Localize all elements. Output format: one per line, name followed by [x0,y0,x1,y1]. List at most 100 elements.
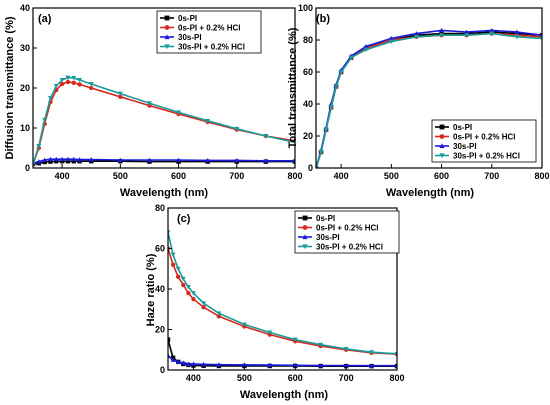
panel-b-label: (b) [316,13,330,25]
panel-b-series-2-point [514,29,520,34]
panel-b-series-3-point [414,34,419,40]
panel-a-series-3-line [33,76,295,165]
panel-b-series-2-point [539,32,542,38]
panel-a-ytick-label: 30 [20,43,30,53]
panel-c-series-2-point [175,359,181,364]
panel-a-series-2-point [176,157,181,162]
panel-a-series-3-point [88,82,94,87]
panel-c: (c) Wavelength (nm) Haze ratio (%) 400 50… [145,203,405,401]
panel-b-xtick-label: 400 [334,171,349,181]
panel-a-legend-label-0: 0s-PI [178,14,197,23]
panel-c-series-1-point [201,305,206,310]
panel-c-legend-marker-2 [302,234,308,240]
panel-a-series-2-point [59,156,65,162]
panel-a-series-3-point [147,101,152,106]
panel-a-series-2-point [147,157,152,162]
panel-a-xtick-label: 400 [55,171,70,181]
panel-b-legend-marker-1 [439,134,445,139]
panel-a-xtick-label: 700 [229,171,244,181]
panel-b: (b) Wavelength (nm) Total transmittance … [287,3,550,199]
panel-b-ytick-label: 20 [303,131,313,141]
panel-a-series-3-point [33,162,36,167]
panel-b-ytick-label: 0 [308,163,313,173]
panel-b-ylabel: Total transmittance (%) [287,27,299,148]
panel-b-legend-marker-3 [439,153,445,159]
panel-b-series-3-point [328,105,334,110]
panel-b-series-2-point [464,29,470,34]
panel-c-series-2-point [180,360,186,365]
panel-c-xtick-label: 500 [237,373,252,383]
panel-a-series-0-point [71,159,76,164]
panel-c-series-2-point [185,361,191,366]
panel-c-ytick-label: 40 [155,284,165,294]
panel-a-legend-label-1: 0s-PI + 0.2% HCl [178,24,240,33]
panel-c-series-2-point [241,362,247,367]
panel-b-legend-label-3: 30s-PI + 0.2% HCl [453,152,520,161]
panel-b-series-3-point [333,84,339,89]
panel-b-ytick-label: 100 [298,3,313,13]
panel-c-series-2-point [216,362,222,367]
panel-a-series-3-point [205,118,211,124]
panel-a-series-3-point [42,118,48,123]
panel-a-series-1-point [118,94,123,100]
panel-b-series-3-point [363,47,369,53]
panel-b-series-2-point [489,27,495,33]
panel-c-legend-marker-1 [302,225,308,230]
panel-c-series-3-point [241,322,247,327]
panel-a-series-2-point [65,156,71,162]
panel-c-xtick-label: 800 [389,373,404,383]
panel-a-xtick-label: 500 [113,171,128,181]
panel-c-series-2-point [201,361,207,367]
panel-a-series-3-point [59,78,65,83]
panel-c-series-3-point [185,284,191,290]
panel-a-plot-area [33,75,295,167]
panel-a-series-3-point [71,76,77,81]
panel-a-series-0-point [65,159,71,164]
panel-a-series-2-point [36,159,42,164]
panel-c-xtick-label: 700 [339,373,354,383]
panel-c-legend-marker-3 [302,244,308,250]
panel-b-ytick-label: 40 [303,99,313,109]
panel-c-series-3-point [267,330,273,335]
panel-b-series-3-point [539,36,542,41]
panel-c-series-2-point [267,362,273,368]
panel-b-series-3-point [514,34,520,40]
panel-b-series-2-point [414,31,419,36]
panel-b-series-3-point [464,33,470,38]
panel-b-series-2-point [439,27,444,33]
panel-a-series-0-point [48,159,53,164]
panel-a-series-3-point [77,78,82,83]
panel-a-series-3-point [176,110,181,115]
panel-b-series-3-point [318,150,324,155]
panel-c-series-2-point [343,363,349,368]
panel-b-legend-marker-0 [439,124,445,130]
panel-c-series-3-point [394,351,397,357]
panel-c-series-2-point [170,357,176,362]
panel-c-series-2-line [168,355,397,367]
panel-b-xtick-label: 500 [384,171,399,181]
panel-a-series-3-point [53,84,59,89]
panel-a-series-1-point [59,81,65,87]
panel-a-series-2-point [263,158,269,163]
panel-a-series-2-point [292,158,295,163]
panel-c-legend-label-0: 0s-PI [316,214,335,223]
panel-a-series-2-point [48,156,53,162]
panel-a-series-3-point [36,144,42,149]
panel-a-series-3-point [263,134,269,139]
panel-c-legend-label-1: 0s-PI + 0.2% HCl [316,224,378,233]
panel-b-xtick-label: 800 [534,171,549,181]
panel-c-series-1-point [181,282,186,288]
panel-a-xtick-label: 600 [171,171,186,181]
panel-c-legend-label-3: 30s-PI + 0.2% HCl [316,243,383,252]
panel-c-series-3-point [175,266,181,272]
panel-a-series-0-point [42,159,47,165]
panel-b-series-3-point [338,70,344,75]
panel-b-legend-label-0: 0s-PI [453,123,472,132]
panel-c-series-1-point [175,274,181,280]
panel-c-series-2-point [168,353,171,358]
panel-b-ytick-label: 60 [303,67,313,77]
panel-a-series-2-point [234,157,240,163]
panel-b-series-3-point [439,33,444,38]
